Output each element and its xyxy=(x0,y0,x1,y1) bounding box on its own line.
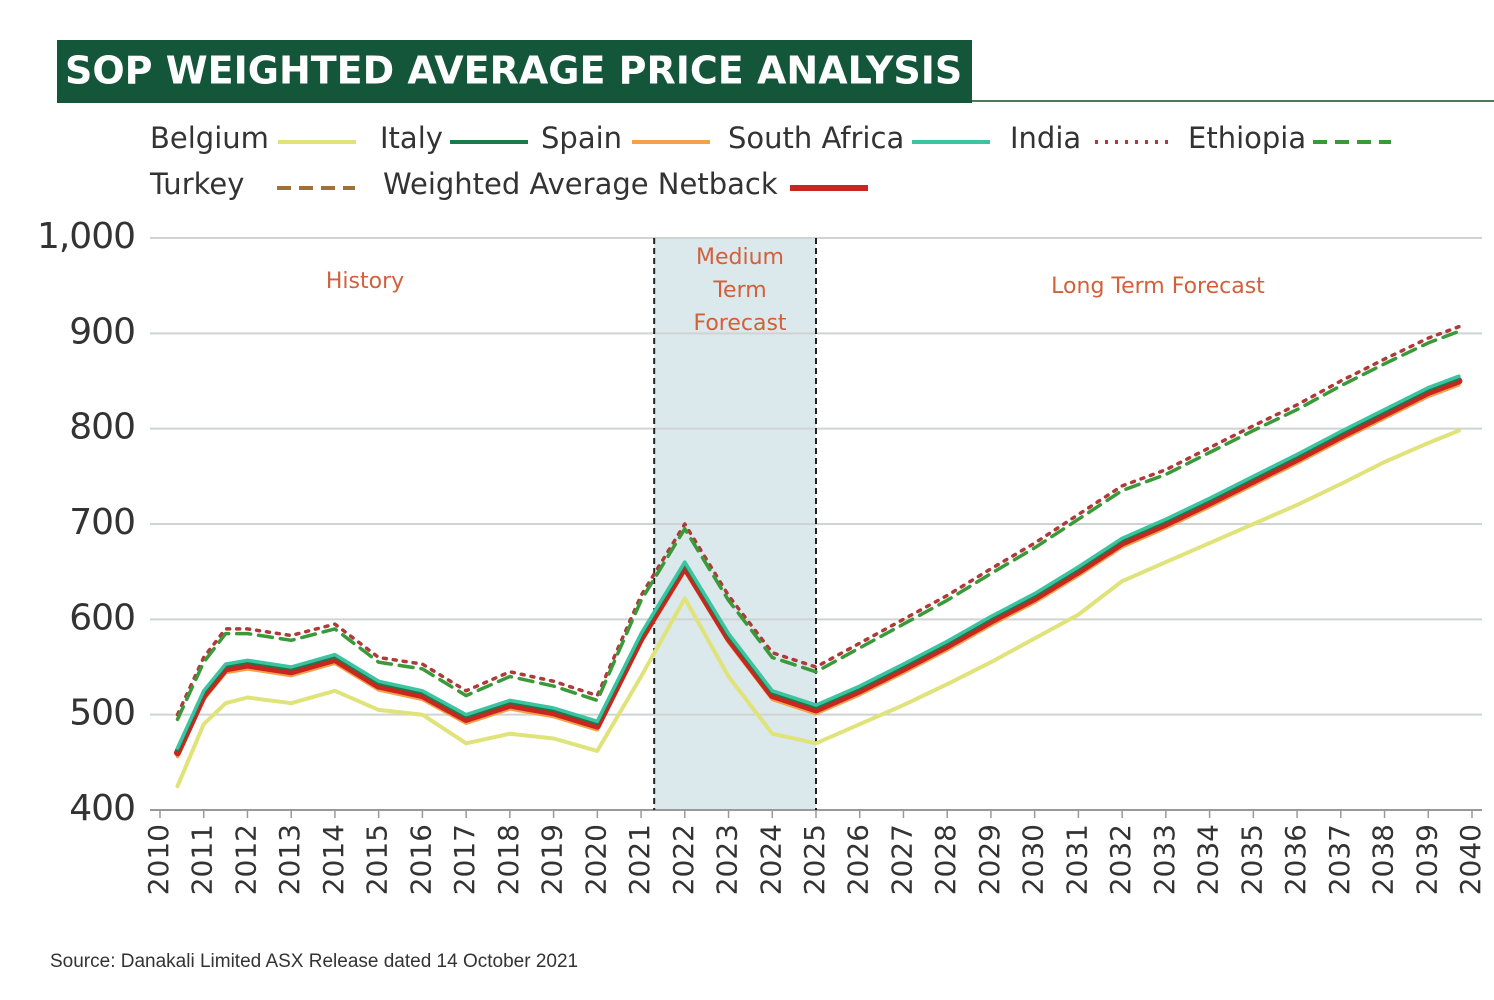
legend-label: Italy xyxy=(380,121,443,155)
x-tick-label: 2036 xyxy=(1279,824,1312,895)
legend-label: Ethiopia xyxy=(1188,121,1306,155)
series-line xyxy=(175,324,1461,717)
x-tick-label: 2018 xyxy=(492,824,525,895)
series-line xyxy=(174,377,1463,757)
x-tick-label: 2037 xyxy=(1323,824,1356,895)
x-tick-label: 2038 xyxy=(1367,824,1400,895)
x-tick-label: 2028 xyxy=(929,824,962,895)
annotation-line: Forecast xyxy=(693,311,786,336)
x-tick-label: 2034 xyxy=(1192,824,1225,895)
y-tick-label: 800 xyxy=(69,407,135,448)
x-tick-label: 2035 xyxy=(1235,824,1268,895)
annotation: Long Term Forecast xyxy=(1051,274,1265,299)
x-tick-label: 2033 xyxy=(1148,824,1181,895)
chart-title: SOP WEIGHTED AVERAGE PRICE ANALYSIS US$/… xyxy=(65,49,1092,93)
title-banner xyxy=(57,40,972,103)
x-tick-label: 2020 xyxy=(579,824,612,895)
y-tick-label: 600 xyxy=(69,597,135,638)
y-tick-label: 700 xyxy=(69,502,135,543)
legend-label: South Africa xyxy=(728,121,904,155)
series-line xyxy=(175,428,1461,789)
x-tick-label: 2016 xyxy=(404,824,437,895)
legend-label: Spain xyxy=(541,121,622,155)
x-tick-label: 2031 xyxy=(1060,824,1093,895)
y-tick-label: 1,000 xyxy=(37,216,135,257)
legend-label: Weighted Average Netback xyxy=(383,167,778,201)
legend-label: Turkey xyxy=(149,167,244,201)
series-line xyxy=(175,377,1461,753)
legend-label: India xyxy=(1010,121,1081,155)
x-tick-label: 2022 xyxy=(667,824,700,895)
series-line xyxy=(175,329,1461,722)
x-tick-label: 2014 xyxy=(317,824,350,895)
annotation: History xyxy=(326,269,404,294)
x-tick-label: 2026 xyxy=(842,824,875,895)
x-tick-label: 2019 xyxy=(536,824,569,895)
x-tick-label: 2021 xyxy=(623,824,656,895)
x-tick-label: 2039 xyxy=(1410,824,1443,895)
legend-label: Belgium xyxy=(150,121,269,155)
x-tick-label: 2013 xyxy=(273,824,306,895)
annotation-line: Term xyxy=(712,278,766,303)
y-tick-label: 400 xyxy=(69,788,135,829)
x-tick-label: 2027 xyxy=(885,824,918,895)
x-tick-label: 2024 xyxy=(754,824,787,895)
series-line xyxy=(175,376,1461,752)
x-tick-label: 2023 xyxy=(711,824,744,895)
x-tick-label: 2017 xyxy=(448,824,481,895)
y-tick-label: 900 xyxy=(69,311,135,352)
x-tick-label: 2030 xyxy=(1017,824,1050,895)
x-tick-label: 2012 xyxy=(229,824,262,895)
x-tick-label: 2025 xyxy=(798,824,831,895)
y-tick-label: 500 xyxy=(69,693,135,734)
annotation-line: Medium xyxy=(696,245,784,270)
x-tick-label: 2011 xyxy=(186,824,219,895)
x-tick-label: 2032 xyxy=(1104,824,1137,895)
source: Source: Danakali Limited ASX Release dat… xyxy=(50,951,578,972)
x-tick-label: 2029 xyxy=(973,824,1006,895)
series-line xyxy=(175,383,1461,759)
x-tick-label: 2040 xyxy=(1454,824,1487,895)
x-tick-label: 2015 xyxy=(361,824,394,895)
annotation: Medium Term Forecast xyxy=(693,245,786,336)
x-tick-label: 2010 xyxy=(142,824,175,895)
series-line xyxy=(175,374,1461,750)
